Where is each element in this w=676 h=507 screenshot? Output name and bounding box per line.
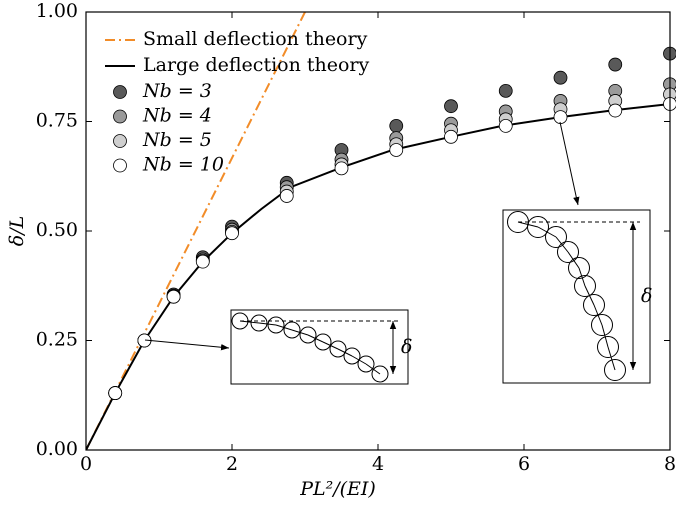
point	[499, 84, 512, 97]
legend-label: Large deflection theory	[143, 54, 370, 76]
point	[609, 58, 622, 71]
legend-marker	[114, 159, 127, 172]
y-tick-label: 0.50	[36, 219, 78, 241]
x-tick-label: 0	[80, 453, 92, 475]
x-axis-label: PL²/(EI)	[299, 478, 376, 500]
x-tick-label: 8	[664, 453, 676, 475]
y-tick-label: 0.25	[36, 329, 78, 351]
inset-arrow	[145, 340, 229, 348]
point	[445, 100, 458, 113]
x-tick-label: 4	[372, 453, 384, 475]
inset-label: δ	[641, 285, 652, 307]
point	[554, 111, 567, 124]
legend-label: Small deflection theory	[143, 28, 368, 50]
x-tick-label: 6	[518, 453, 530, 475]
point	[196, 255, 209, 268]
point	[390, 119, 403, 132]
inset-frame	[503, 210, 650, 383]
point	[445, 130, 458, 143]
legend-label: Nb = 4	[142, 105, 212, 127]
point	[226, 227, 239, 240]
inset-label: δ	[401, 336, 412, 358]
point	[554, 71, 567, 84]
legend-marker	[114, 135, 127, 148]
legend-marker	[114, 110, 127, 123]
point	[280, 189, 293, 202]
legend-label: Nb = 3	[142, 80, 212, 102]
y-tick-label: 1.00	[36, 0, 78, 22]
y-tick-label: 0.00	[36, 438, 78, 460]
x-tick-label: 2	[226, 453, 238, 475]
point	[109, 387, 122, 400]
legend-marker	[114, 86, 127, 99]
y-axis-label: δ/L	[6, 216, 28, 246]
legend-label: Nb = 5	[142, 129, 212, 151]
point	[609, 104, 622, 117]
inset-arrow	[560, 122, 578, 205]
legend-label: Nb = 10	[142, 154, 224, 176]
point	[390, 143, 403, 156]
y-tick-label: 0.75	[36, 110, 78, 132]
point	[499, 119, 512, 132]
point	[335, 162, 348, 175]
point	[167, 290, 180, 303]
